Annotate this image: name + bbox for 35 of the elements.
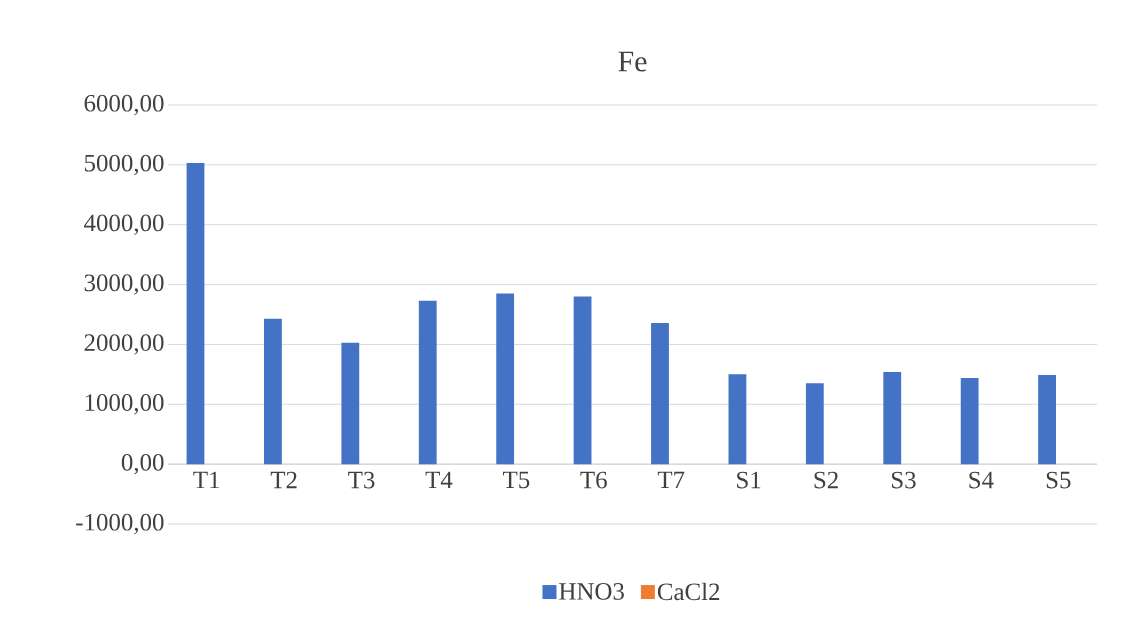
- y-tick-label: 6000,00: [84, 94, 164, 116]
- bar: [264, 318, 282, 465]
- legend-label: CaCl2: [657, 582, 720, 601]
- bar: [728, 374, 747, 465]
- x-tick-label: T1: [193, 471, 220, 489]
- y-tick-label: -1000,00: [76, 513, 164, 535]
- y-tick-label: 3000,00: [84, 274, 164, 295]
- x-tick-label: T4: [425, 471, 453, 489]
- chart-title: Fe: [618, 51, 647, 72]
- bar: [341, 342, 360, 465]
- legend-label: HNO3: [559, 583, 624, 600]
- y-tick-label: 4000,00: [84, 214, 164, 235]
- bar: [418, 300, 437, 465]
- x-tick-label: S1: [737, 471, 761, 489]
- x-tick-label: T6: [580, 471, 607, 489]
- x-tick-label: S4: [969, 471, 994, 489]
- y-tick-label: 5000,00: [84, 154, 164, 176]
- bar: [960, 377, 979, 465]
- x-tick-label: T5: [503, 471, 530, 489]
- x-tick-label: T3: [348, 471, 375, 489]
- bar: [651, 322, 669, 465]
- x-tick-label: S3: [891, 471, 916, 489]
- y-tick-label: 0,00: [121, 453, 164, 475]
- bar: [883, 371, 902, 465]
- bar: [573, 296, 592, 465]
- x-tick-label: T7: [657, 471, 685, 488]
- bar: [496, 293, 515, 465]
- bar: [1038, 374, 1056, 465]
- x-tick-label: S5: [1046, 471, 1071, 489]
- x-tick-label: T2: [270, 471, 297, 489]
- bar: [805, 383, 824, 465]
- y-tick-label: 2000,00: [84, 334, 164, 355]
- y-tick-label: 1000,00: [85, 394, 164, 415]
- bar: [186, 163, 205, 465]
- x-tick-label: S2: [814, 471, 838, 489]
